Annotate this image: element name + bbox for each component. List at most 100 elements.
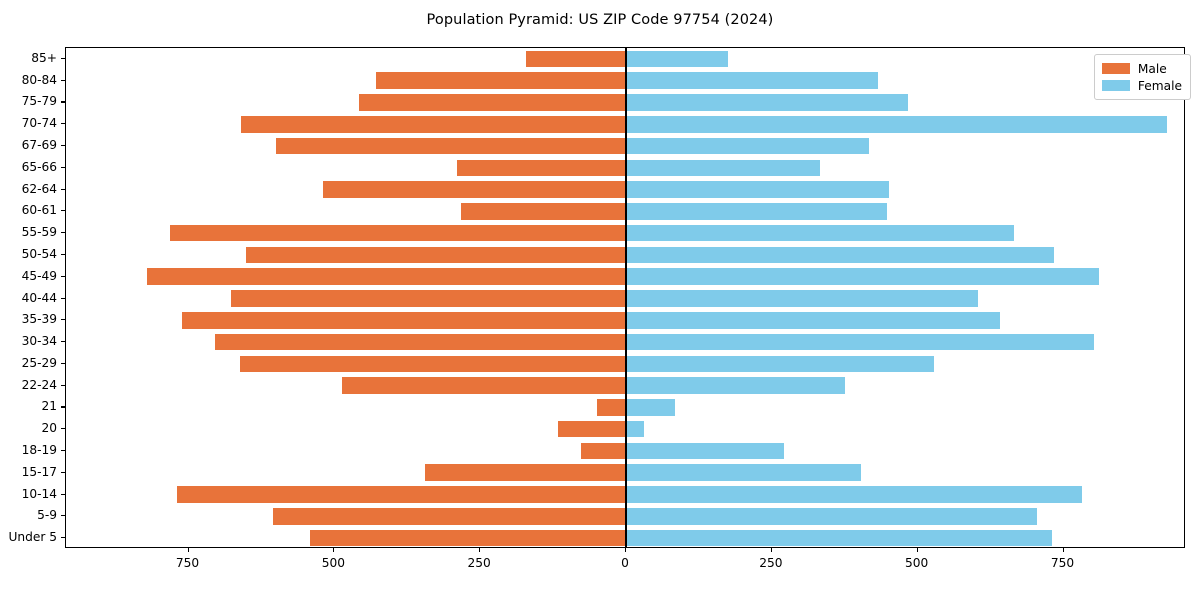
bar-female <box>626 399 675 416</box>
bar-female <box>626 181 889 198</box>
bar-female <box>626 203 888 220</box>
bar-row <box>66 377 1184 394</box>
y-axis-tick-labels: 85+ 80-84 75-79 70-74 67-69 65-66 62-64 60-61 55… <box>0 47 65 548</box>
y-axis-tick-mark <box>61 319 65 321</box>
y-axis-tick-mark <box>61 493 65 495</box>
bar-male <box>146 268 626 285</box>
bar-male <box>359 94 626 111</box>
bar-row <box>66 72 1184 89</box>
x-axis-tick-mark <box>479 548 481 552</box>
y-axis-tick-mark <box>61 537 65 539</box>
x-axis-tick-label: 500 <box>321 556 345 570</box>
bar-male <box>170 224 626 242</box>
bar-row <box>66 442 1184 460</box>
bar-male <box>425 464 626 482</box>
bar-female <box>626 333 1094 351</box>
bar-female <box>626 72 878 89</box>
y-axis-tick-mark <box>61 188 65 190</box>
x-axis-tick-mark <box>187 548 189 552</box>
bar-row <box>66 420 1184 438</box>
legend-entry[interactable]: Male <box>1101 60 1182 77</box>
bar-row <box>66 355 1184 373</box>
bar-male <box>241 115 626 133</box>
bar-female <box>626 312 1000 329</box>
y-axis-tick-mark <box>61 166 65 168</box>
legend-label: Male <box>1137 61 1167 76</box>
bar-row <box>66 137 1184 155</box>
legend-label: Female <box>1137 78 1182 93</box>
y-axis-tick-label: 85+ <box>31 50 57 65</box>
x-axis-tick-mark <box>770 548 772 552</box>
y-axis-tick-label: 40-44 <box>21 290 57 305</box>
y-axis-tick-mark <box>61 428 65 430</box>
x-axis-tick-label: 500 <box>905 556 929 570</box>
bar-male <box>276 137 626 155</box>
y-axis-tick-mark <box>61 232 65 234</box>
bar-male <box>273 508 626 525</box>
bar-female <box>626 529 1052 547</box>
y-axis-tick-label: 60-61 <box>21 203 57 218</box>
bar-female <box>626 115 1168 133</box>
bar-female <box>626 355 934 373</box>
bar-row <box>66 312 1184 329</box>
y-axis-tick-label: Under 5 <box>8 530 57 545</box>
y-axis-tick-label: 30-34 <box>21 334 57 349</box>
bar-row <box>66 399 1184 416</box>
bar-male <box>525 50 626 68</box>
bar-male <box>310 529 626 547</box>
bar-female <box>626 137 869 155</box>
bar-male <box>182 312 626 329</box>
y-axis-tick-label: 70-74 <box>21 116 57 131</box>
bar-row <box>66 290 1184 307</box>
bar-male <box>596 399 626 416</box>
bar-row <box>66 464 1184 482</box>
bar-male <box>177 486 626 503</box>
bar-row <box>66 159 1184 177</box>
bar-female <box>626 377 845 394</box>
x-axis-tick-mark <box>1062 548 1064 552</box>
y-axis-tick-label: 35-39 <box>21 312 57 327</box>
y-axis-tick-label: 15-17 <box>21 464 57 479</box>
y-axis-tick-label: 45-49 <box>21 268 57 283</box>
x-axis-tick-label: 750 <box>175 556 200 570</box>
zero-axis-line <box>625 48 627 547</box>
bar-row <box>66 529 1184 547</box>
y-axis-tick-mark <box>61 341 65 343</box>
bar-male <box>341 377 626 394</box>
legend-swatch-male <box>1101 63 1130 74</box>
y-axis-tick-mark <box>61 253 65 256</box>
y-axis-tick-label: 65-66 <box>21 159 57 174</box>
x-axis-tick-mark <box>333 548 335 552</box>
y-axis-tick-mark <box>61 123 65 125</box>
bar-male <box>322 181 626 198</box>
y-axis-tick-label: 10-14 <box>21 486 57 501</box>
y-axis-tick-label: 62-64 <box>21 181 57 196</box>
x-axis-tick-mark <box>625 548 627 552</box>
bar-row <box>66 94 1184 111</box>
y-axis-tick-label: 20 <box>41 421 57 436</box>
bar-male <box>240 355 626 373</box>
bar-male <box>557 420 626 438</box>
x-axis-tick-label: 250 <box>467 556 491 570</box>
bar-row <box>66 224 1184 242</box>
bar-female <box>626 94 908 111</box>
bar-female <box>626 508 1038 525</box>
bar-row <box>66 203 1184 220</box>
bar-male <box>246 246 626 264</box>
y-axis-tick-mark <box>61 275 65 277</box>
bar-female <box>626 268 1100 285</box>
bar-female <box>626 246 1054 264</box>
y-axis-tick-label: 50-54 <box>21 246 57 261</box>
legend-entry[interactable]: Female <box>1101 77 1182 94</box>
y-axis-tick-mark <box>61 515 65 517</box>
y-axis-tick-mark <box>61 101 65 103</box>
bar-row <box>66 268 1184 285</box>
y-axis-tick-label: 55-59 <box>21 225 57 240</box>
chart-title: Population Pyramid: US ZIP Code 97754 (2… <box>426 12 774 28</box>
y-axis-tick-label: 21 <box>41 399 57 414</box>
y-axis-tick-mark <box>61 79 65 81</box>
bar-female <box>626 486 1083 503</box>
bar-row <box>66 486 1184 503</box>
bar-male <box>230 290 626 307</box>
